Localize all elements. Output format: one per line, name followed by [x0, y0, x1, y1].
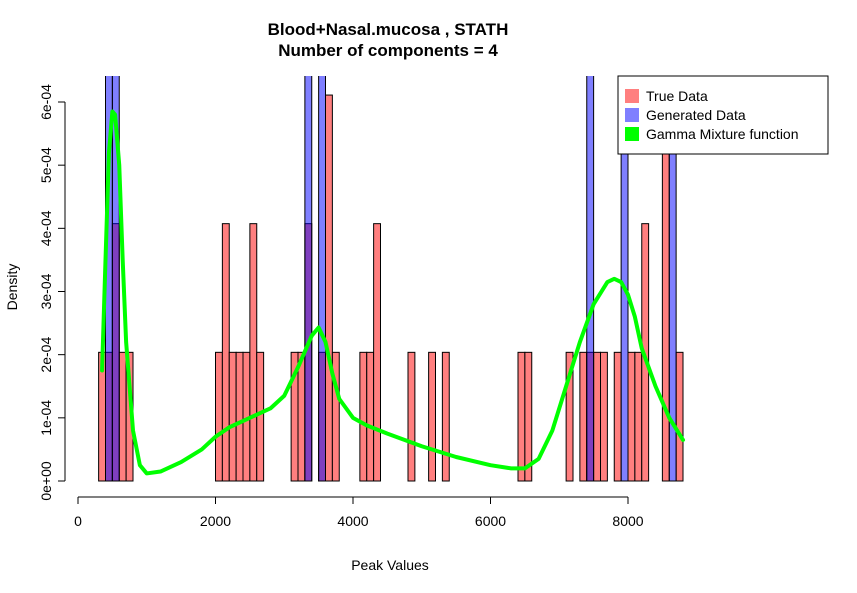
true-data-bar [221, 223, 230, 482]
x-tick-label: 6000 [475, 513, 506, 529]
gamma-mixture-line-group [100, 109, 685, 476]
y-tick-label: 5e-04 [38, 147, 54, 183]
true-data-bar [235, 351, 244, 482]
true-data-bar [256, 351, 265, 482]
generated-data-bar [318, 76, 326, 482]
legend-swatch [625, 127, 639, 141]
chart-title: Blood+Nasal.mucosa , STATH [268, 20, 509, 39]
true-data-bar [249, 223, 258, 482]
true-data-bar [579, 351, 588, 482]
true-data-bar [634, 351, 643, 482]
legend-label: Gamma Mixture function [646, 126, 799, 142]
true-data-bar [366, 351, 375, 482]
legend-swatch [625, 108, 639, 122]
y-tick-label: 6e-04 [38, 84, 54, 120]
legend-label: True Data [646, 88, 708, 104]
y-axis-label: Density [4, 264, 20, 311]
generated-data-bar [586, 76, 595, 482]
true-data-bar [297, 351, 306, 482]
true-data-bar [627, 351, 636, 482]
x-tick-label: 4000 [337, 513, 368, 529]
chart-subtitle: Number of components = 4 [278, 41, 498, 60]
true-data-bar [600, 351, 608, 482]
true-data-bar [118, 351, 127, 482]
true-data-bar [228, 351, 237, 482]
true-data-bar [524, 351, 533, 482]
legend-label: Generated Data [646, 107, 746, 123]
y-tick-label: 2e-04 [38, 337, 54, 373]
plot-area [98, 76, 685, 482]
true-data-bar [359, 351, 368, 482]
legend-box [617, 75, 829, 155]
true-data-bar [373, 223, 381, 482]
generated-data-bar [620, 76, 629, 482]
true-data-bar [593, 351, 601, 482]
gamma-mixture-line [100, 109, 685, 476]
true-data-bar [215, 351, 223, 482]
y-tick-label: 1e-04 [38, 400, 54, 436]
y-tick-label: 4e-04 [38, 210, 54, 246]
true-data-bar [407, 351, 416, 482]
true-data-bar [331, 351, 340, 482]
true-data-bar [517, 351, 526, 482]
legend: True Data Generated Data Gamma Mixture fun… [617, 75, 829, 155]
x-tick-label: 0 [74, 513, 82, 529]
generated-data-bar [668, 76, 677, 482]
x-tick-label: 8000 [612, 513, 643, 529]
x-axis: 0 2000 4000 6000 8000 [74, 496, 644, 529]
true-data-bar [565, 351, 574, 482]
generated-data-bar [304, 76, 313, 482]
legend-swatch [625, 89, 639, 103]
true-data-bars [98, 94, 684, 482]
x-axis-label: Peak Values [351, 557, 429, 573]
x-tick-label: 2000 [200, 513, 231, 529]
true-data-bar [675, 351, 684, 482]
true-data-bar [428, 351, 436, 482]
y-tick-label: 0e+00 [38, 461, 54, 501]
generated-data-bar [111, 76, 120, 482]
generated-data-bars [105, 76, 677, 482]
true-data-bar [613, 351, 622, 482]
y-axis: 0e+00 1e-04 2e-04 3e-04 4e-04 5e-04 6e-04 [38, 84, 66, 501]
true-data-bar [441, 351, 450, 482]
y-tick-label: 3e-04 [38, 273, 54, 309]
true-data-bar [325, 94, 333, 482]
